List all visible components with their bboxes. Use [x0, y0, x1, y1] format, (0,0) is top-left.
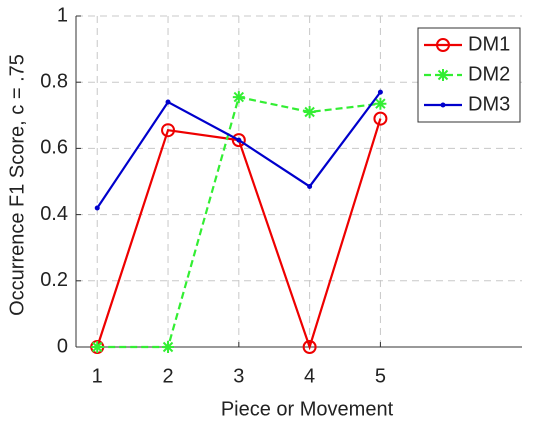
data-point — [162, 341, 175, 353]
data-point — [236, 137, 242, 143]
legend-marker — [440, 102, 446, 108]
y-tick-label: 0.6 — [40, 137, 68, 159]
data-point — [165, 99, 171, 105]
data-point — [303, 105, 316, 118]
x-axis-label: Piece or Movement — [221, 398, 394, 420]
x-tick-label: 1 — [92, 365, 103, 387]
y-tick-label: 0 — [57, 335, 68, 357]
legend-label: DM1 — [468, 33, 510, 55]
data-point — [94, 205, 100, 211]
x-tick-label: 2 — [162, 365, 173, 387]
data-point — [373, 111, 388, 126]
legend-label: DM3 — [468, 93, 510, 115]
y-tick-label: 0.2 — [40, 269, 68, 291]
data-point — [91, 341, 104, 353]
x-tick-label: 4 — [304, 365, 315, 387]
y-axis-label: Occurrence F1 Score, c = .75 — [6, 54, 28, 316]
y-tick-label: 1 — [57, 4, 68, 26]
data-point — [377, 89, 383, 95]
legend: DM1 DM2 DM3 — [417, 27, 521, 123]
y-tick-label: 0.4 — [40, 203, 68, 225]
data-point — [374, 97, 387, 110]
y-tick-label: 0.8 — [40, 70, 68, 92]
data-point — [232, 91, 245, 104]
legend-marker — [436, 38, 450, 52]
data-point — [231, 133, 246, 148]
x-tick-label: 3 — [233, 365, 244, 387]
data-point — [302, 340, 317, 354]
legend-marker — [437, 69, 449, 81]
data-point — [307, 183, 313, 189]
legend-label: DM2 — [468, 63, 510, 85]
x-tick-label: 5 — [375, 365, 386, 387]
data-point — [161, 123, 176, 138]
